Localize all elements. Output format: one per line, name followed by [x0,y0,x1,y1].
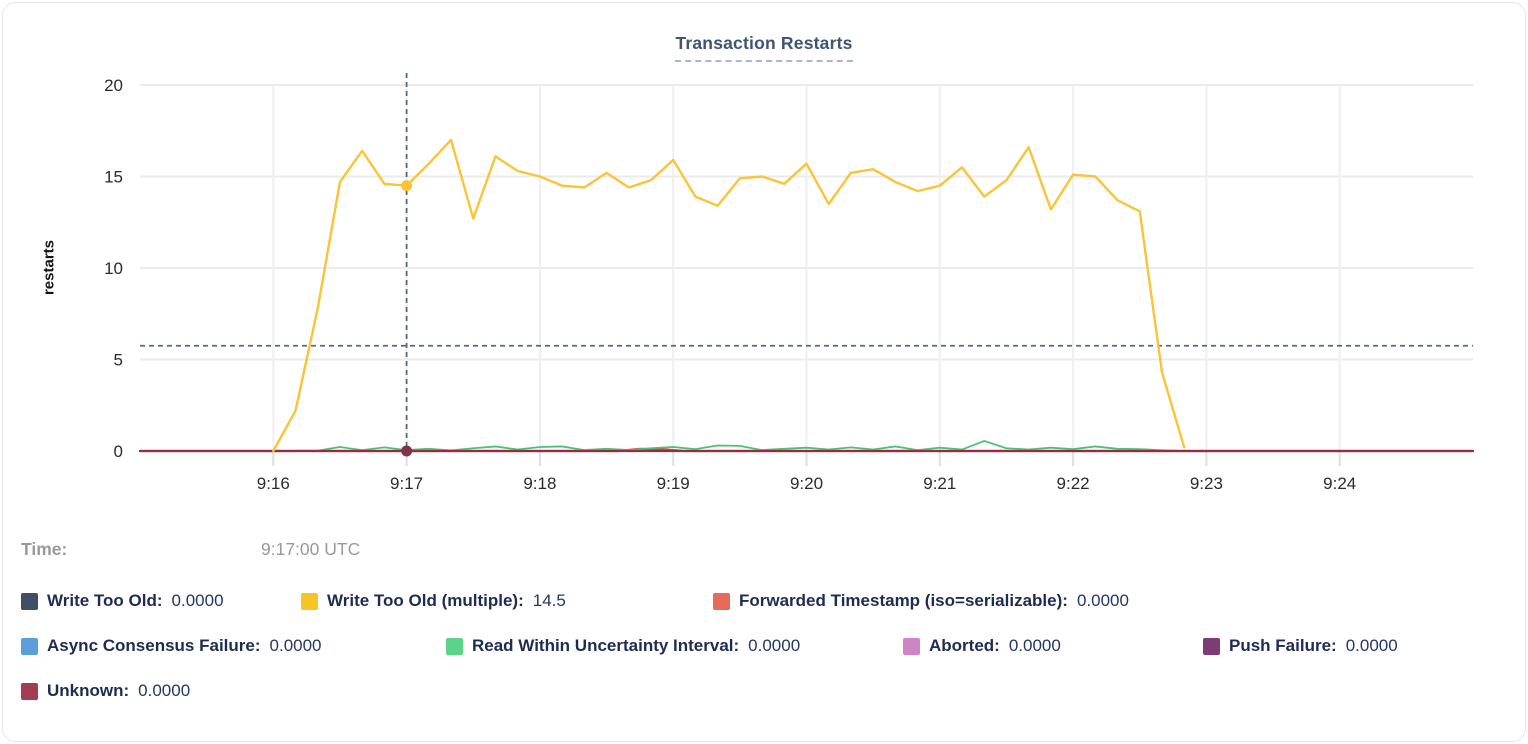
y-tick-label: 10 [104,259,123,278]
legend-label: Read Within Uncertainty Interval: [472,636,740,655]
legend-label: Aborted: [929,636,1000,655]
legend-label: Push Failure: [1229,636,1337,655]
x-tick-label: 9:20 [790,474,823,493]
x-tick-label: 9:21 [923,474,956,493]
chart-title-wrap: Transaction Restarts [3,33,1525,62]
x-tick-label: 9:24 [1323,474,1356,493]
legend-item-write-too-old: Write Too Old: 0.0000 [21,589,224,613]
legend-label: Write Too Old: [47,591,163,610]
legend-value: 0.0000 [748,636,801,655]
legend-value: 0.0000 [1345,636,1398,655]
x-tick-label: 9:19 [657,474,690,493]
x-tick-label: 9:17 [390,474,423,493]
legend-value: 0.0000 [171,591,224,610]
legend-value: 0.0000 [1008,636,1061,655]
hover-time-label: Time: [21,539,68,559]
y-tick-label: 0 [114,442,123,461]
legend-swatch-forwarded-timestamp-iso-serializable [713,592,730,610]
legend-item-aborted: Aborted: 0.0000 [903,634,1061,658]
x-tick-label: 9:22 [1057,474,1090,493]
legend-swatch-write-too-old [21,592,38,610]
legend-label: Forwarded Timestamp (iso=serializable): [739,591,1068,610]
x-tick-label: 9:16 [257,474,290,493]
x-tick-label: 9:18 [523,474,556,493]
y-tick-label: 20 [104,76,123,95]
legend-value: 0.0000 [1076,591,1129,610]
legend-value: 0.0000 [138,681,191,700]
legend-item-write-too-old-multiple: Write Too Old (multiple): 14.5 [301,589,566,613]
legend-swatch-push-failure [1203,637,1220,655]
legend-item-forwarded-timestamp-iso-serializable: Forwarded Timestamp (iso=serializable): 0… [713,589,1129,613]
hover-time-value: 9:17:00 UTC [261,539,361,559]
legend-row: Write Too Old: 0.0000 Write Too Old (multi… [3,589,1525,615]
y-tick-label: 15 [104,168,123,187]
legend-swatch-unknown [21,682,38,700]
series-line-write-too-old-multiple [272,138,1186,453]
legend-label: Write Too Old (multiple): [327,591,524,610]
legend-label: Unknown: [47,681,130,700]
chart-plot-area[interactable]: 0 5 10 15 20 9:16 9:17 9:18 9:19 9:20 9:21 9:22 9:23… [3,3,1526,515]
legend-row: Async Consensus Failure: 0.0000 Read Withi… [3,634,1525,660]
legend-swatch-write-too-old-multiple [301,592,318,610]
legend-item-push-failure: Push Failure: 0.0000 [1203,634,1398,658]
hover-point-dot [401,180,413,192]
legend-item-read-within-uncertainty-interval: Read Within Uncertainty Interval: 0.0000 [446,634,800,658]
legend-item-unknown: Unknown: 0.0000 [21,679,190,703]
legend-value: 0.0000 [269,636,322,655]
legend-value: 14.5 [532,591,566,610]
legend-item-async-consensus-failure: Async Consensus Failure: 0.0000 [21,634,322,658]
hover-time-row: Time: 9:17:00 UTC [3,539,1525,563]
x-tick-label: 9:23 [1190,474,1223,493]
legend-swatch-async-consensus-failure [21,637,38,655]
y-tick-label: 5 [114,351,123,370]
hover-point-dot [401,445,413,457]
legend-label: Async Consensus Failure: [47,636,261,655]
legend-swatch-read-within-uncertainty-interval [446,637,463,655]
chart-title: Transaction Restarts [675,33,853,62]
legend-swatch-aborted [903,637,920,655]
legend-row: Unknown: 0.0000 [3,679,1525,705]
